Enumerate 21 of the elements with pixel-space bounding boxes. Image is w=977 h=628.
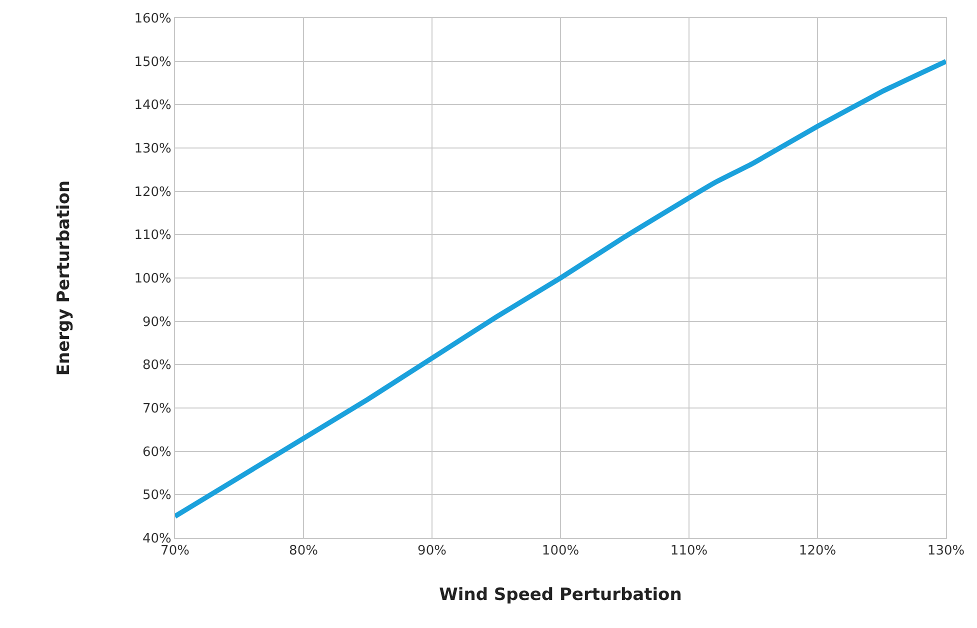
y-tick-label: 120%	[134, 184, 172, 200]
x-tick-label: 120%	[798, 544, 836, 559]
y-tick-label: 80%	[142, 358, 172, 374]
x-tick-label: 110%	[670, 544, 708, 559]
x-tick-label: 100%	[542, 544, 580, 559]
y-tick-label: 130%	[134, 142, 172, 157]
y-tick-label: 50%	[142, 488, 172, 504]
x-tick-label: 70%	[160, 544, 190, 559]
y-axis-title: Energy Perturbation	[54, 180, 74, 376]
x-axis-title: Wind Speed Perturbation	[439, 585, 682, 605]
y-tick-label: 110%	[134, 228, 172, 244]
x-tick-label: 90%	[418, 544, 446, 559]
y-tick-label: 60%	[142, 444, 172, 460]
y-tick-label: 140%	[134, 98, 172, 114]
x-tick-label: 80%	[289, 544, 318, 559]
x-tick-label: 130%	[927, 544, 965, 559]
y-tick-label: 160%	[134, 12, 172, 27]
y-tick-label: 90%	[142, 314, 172, 330]
y-tick-label: 150%	[134, 54, 172, 70]
y-tick-label: 70%	[142, 402, 172, 417]
y-tick-label: 100%	[134, 272, 172, 287]
